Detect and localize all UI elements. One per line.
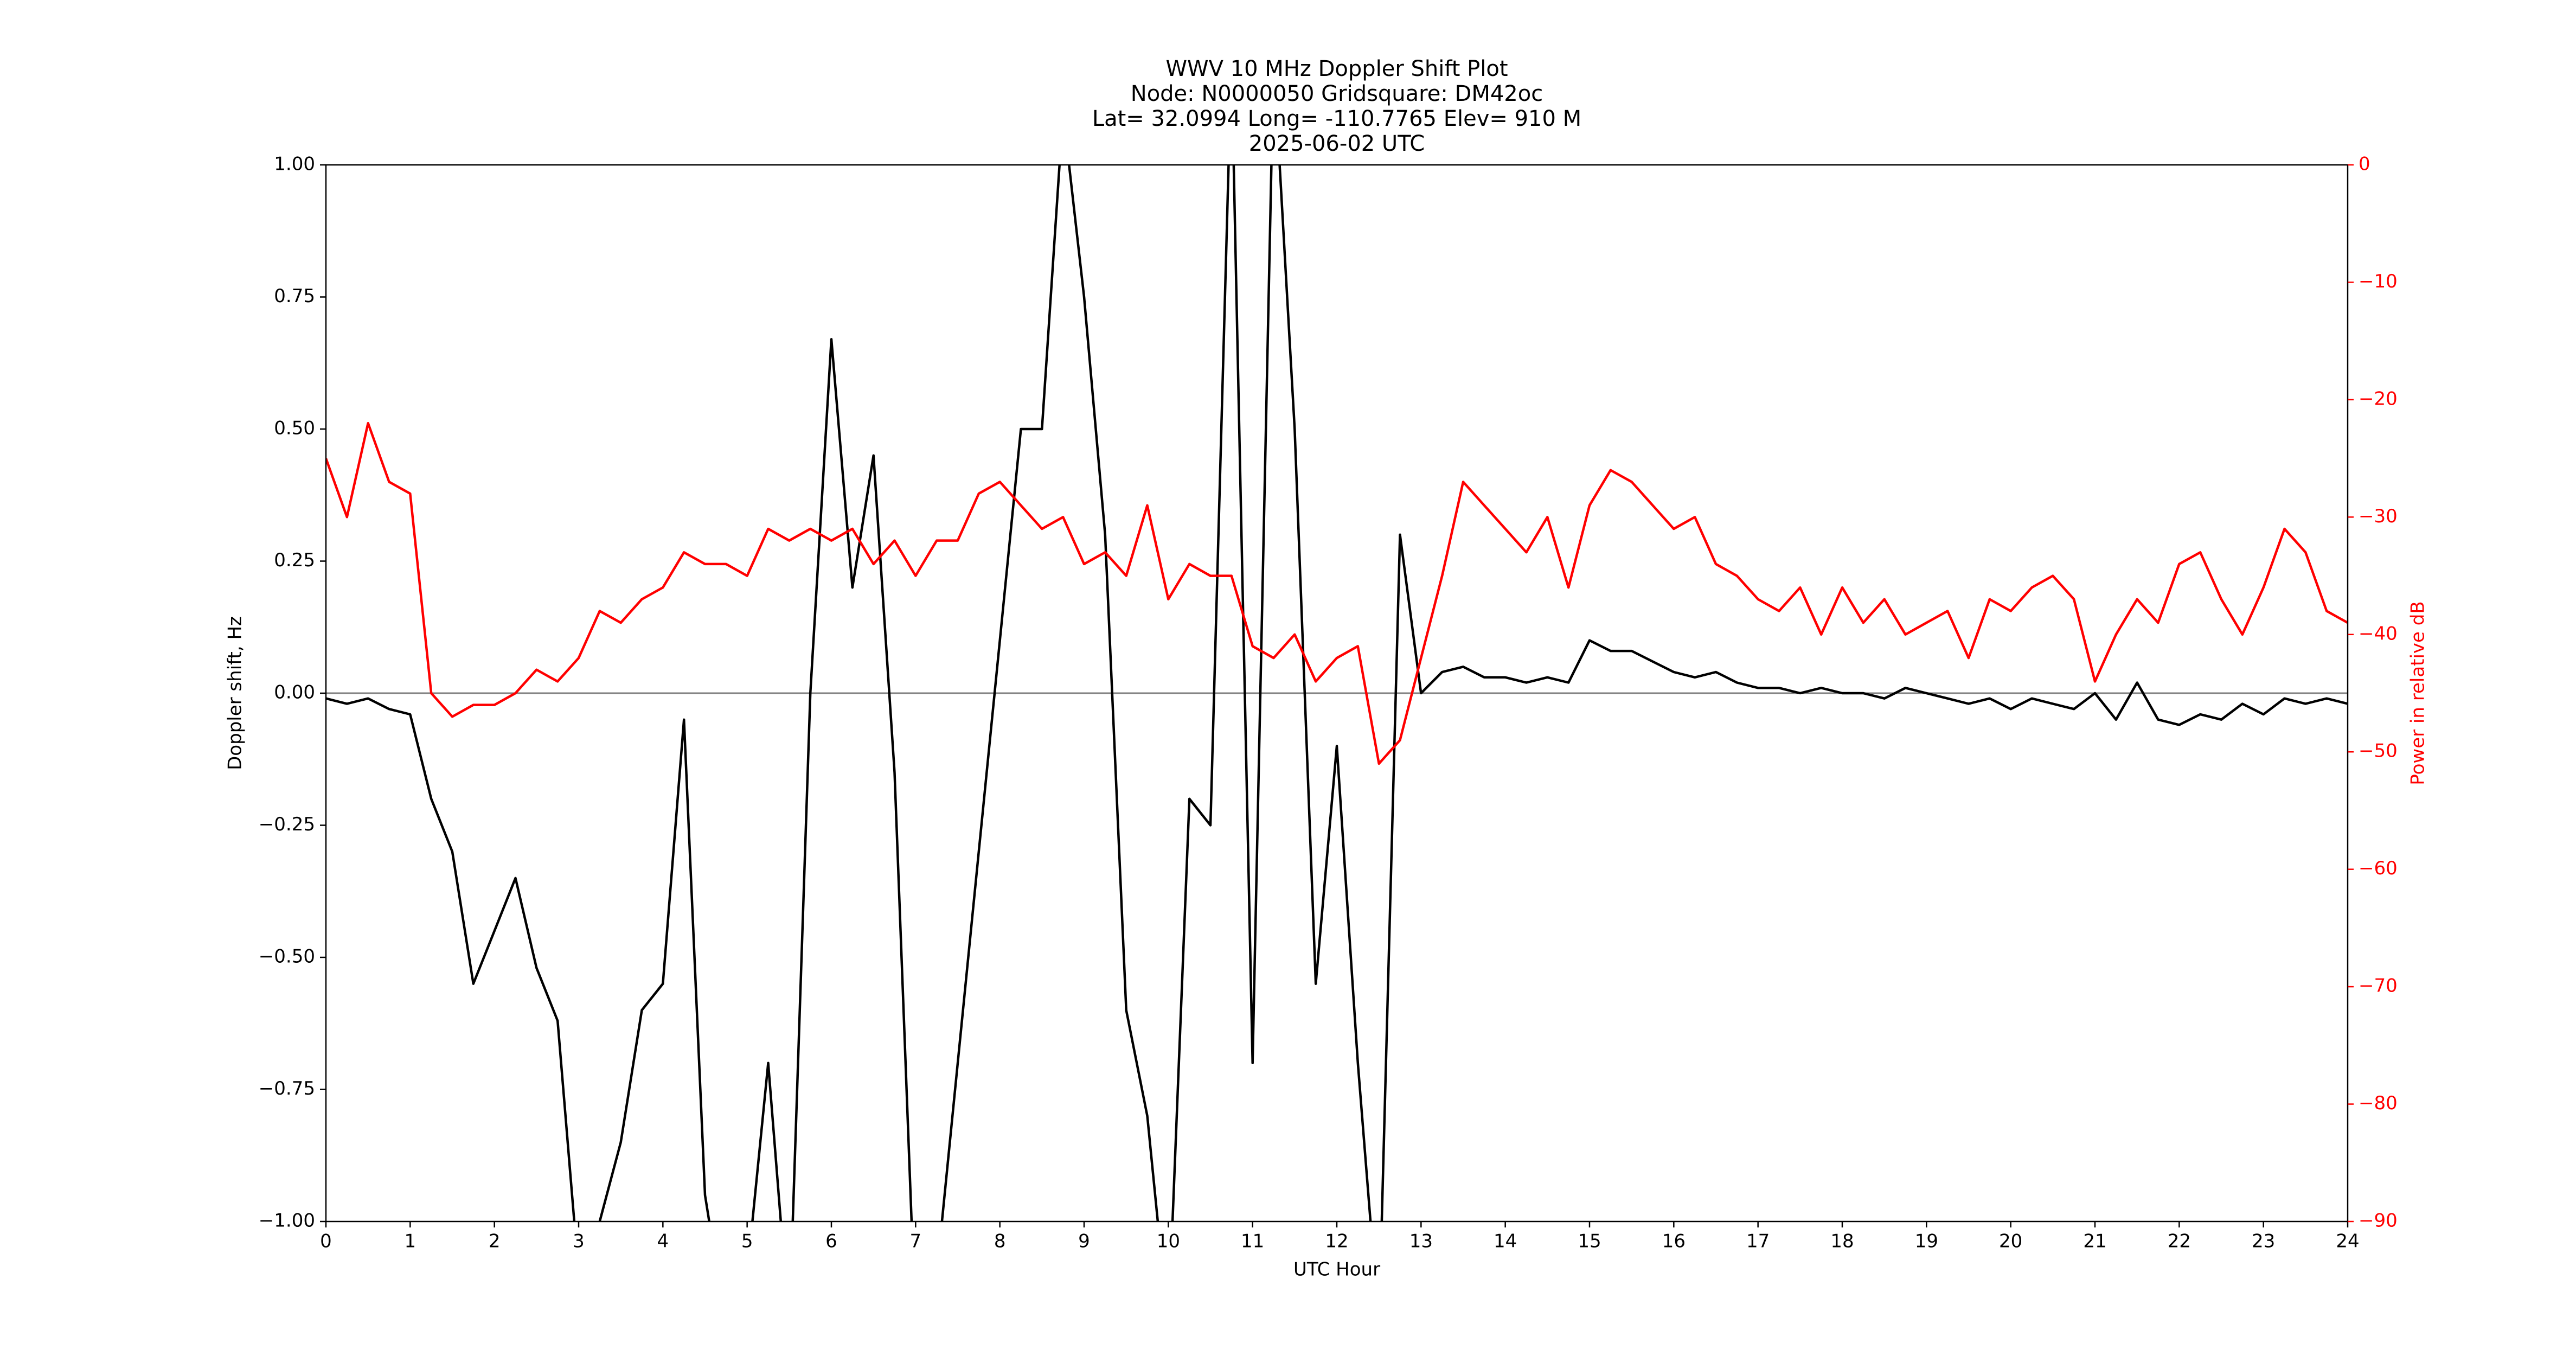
x-tick-label: 8 bbox=[994, 1231, 1006, 1252]
x-tick-label: 4 bbox=[657, 1231, 669, 1252]
x-tick-label: 14 bbox=[1494, 1231, 1517, 1252]
x-tick-label: 10 bbox=[1157, 1231, 1180, 1252]
x-tick-label: 13 bbox=[1409, 1231, 1433, 1252]
lines bbox=[326, 165, 2348, 1221]
y-tick-label: 0.75 bbox=[274, 285, 315, 307]
y2-tick-label: −20 bbox=[2359, 388, 2398, 410]
y-tick-label: −0.50 bbox=[259, 946, 315, 968]
y2-tick-label: −40 bbox=[2359, 623, 2398, 644]
chart-title: WWV 10 MHz Doppler Shift Plot bbox=[1165, 56, 1508, 81]
y2-tick-label: −80 bbox=[2359, 1092, 2398, 1114]
y-axis-label: Doppler shift, Hz bbox=[225, 616, 246, 770]
x-tick-label: 1 bbox=[405, 1231, 416, 1252]
x-tick-label: 20 bbox=[1999, 1231, 2022, 1252]
x-tick-label: 11 bbox=[1241, 1231, 1264, 1252]
x-tick-label: 24 bbox=[2336, 1231, 2359, 1252]
x-axis-label: UTC Hour bbox=[1293, 1259, 1380, 1281]
y-tick-label: 0.50 bbox=[274, 418, 315, 439]
chart-subtitle: Lat= 32.0994 Long= -110.7765 Elev= 910 M bbox=[1092, 106, 1581, 131]
series-line bbox=[326, 165, 2348, 1221]
y2-tick-label: −50 bbox=[2359, 740, 2398, 762]
y2-tick-label: −60 bbox=[2359, 858, 2398, 879]
x-tick-label: 23 bbox=[2252, 1231, 2275, 1252]
x-tick-label: 5 bbox=[741, 1231, 753, 1252]
x-tick-label: 16 bbox=[1662, 1231, 1686, 1252]
y-tick-label: −0.75 bbox=[259, 1078, 315, 1099]
y2-tick-label: −10 bbox=[2359, 271, 2398, 292]
x-tick-label: 12 bbox=[1325, 1231, 1348, 1252]
x-tick-label: 18 bbox=[1830, 1231, 1854, 1252]
y-tick-label: 1.00 bbox=[274, 153, 315, 175]
chart-subtitle: 2025-06-02 UTC bbox=[1249, 131, 1425, 156]
x-tick-label: 0 bbox=[320, 1231, 332, 1252]
y2-tick-label: 0 bbox=[2359, 153, 2370, 175]
y-tick-label: −1.00 bbox=[259, 1210, 315, 1232]
y2-tick-label: −70 bbox=[2359, 975, 2398, 997]
y-tick-label: 0.25 bbox=[274, 549, 315, 571]
series-line bbox=[326, 421, 2348, 765]
chart-subtitle: Node: N0000050 Gridsquare: DM42oc bbox=[1131, 81, 1543, 106]
x-tick-label: 6 bbox=[825, 1231, 837, 1252]
x-tick-label: 21 bbox=[2083, 1231, 2106, 1252]
x-tick-label: 2 bbox=[489, 1231, 501, 1252]
x-tick-label: 19 bbox=[1915, 1231, 1938, 1252]
x-tick-label: 3 bbox=[573, 1231, 585, 1252]
y2-tick-label: −90 bbox=[2359, 1210, 2398, 1232]
x-tick-label: 15 bbox=[1578, 1231, 1601, 1252]
y-tick-label: −0.25 bbox=[259, 814, 315, 835]
x-tick-label: 7 bbox=[910, 1231, 922, 1252]
y2-axis-label: Power in relative dB bbox=[2407, 601, 2429, 785]
x-tick-label: 9 bbox=[1078, 1231, 1090, 1252]
y-tick-label: 0.00 bbox=[274, 682, 315, 703]
x-tick-label: 22 bbox=[2168, 1231, 2191, 1252]
x-tick-label: 17 bbox=[1746, 1231, 1770, 1252]
y2-tick-label: −30 bbox=[2359, 506, 2398, 527]
